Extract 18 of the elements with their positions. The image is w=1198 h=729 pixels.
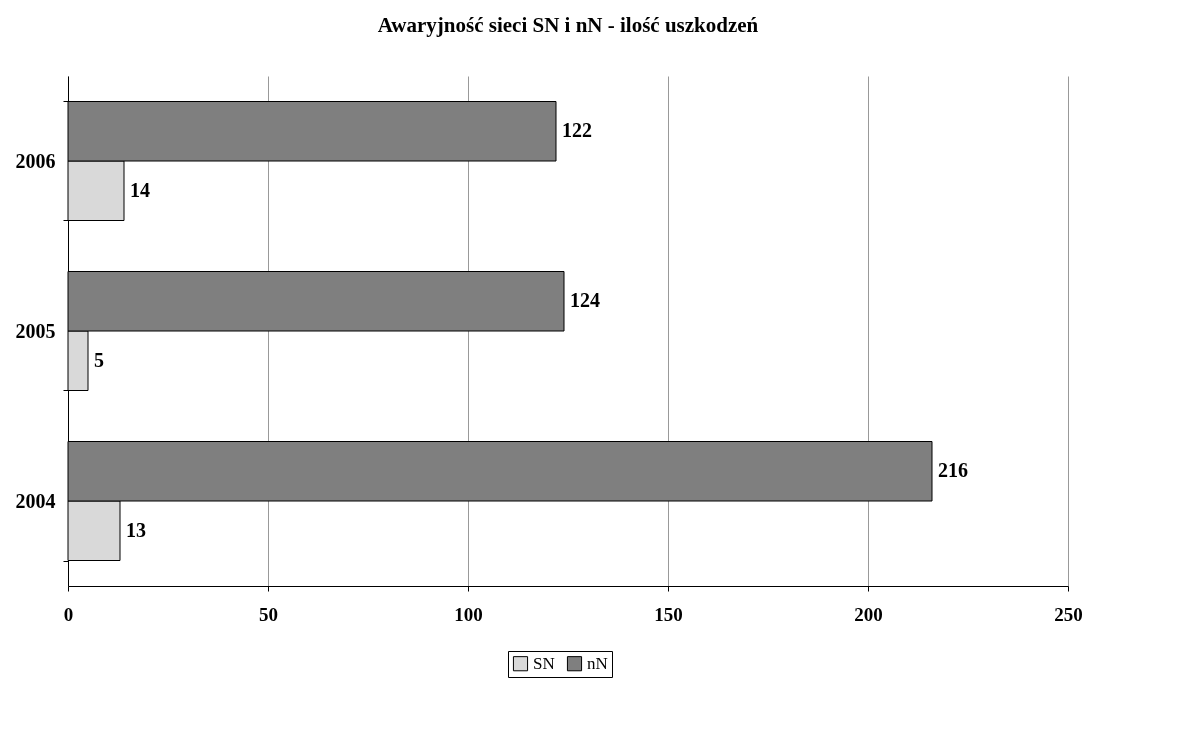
x-tick-label: 0 xyxy=(63,603,74,625)
legend-label: nN xyxy=(587,653,608,673)
chart-title: Awaryjność sieci SN i nN - ilość uszkodzeń xyxy=(377,13,759,37)
x-tick-label: 200 xyxy=(854,603,883,625)
x-tick-label: 150 xyxy=(654,603,683,625)
data-label: 14 xyxy=(130,178,150,201)
data-label: 13 xyxy=(126,518,146,541)
x-tick-label: 50 xyxy=(259,603,278,625)
y-tick-label: 2004 xyxy=(15,489,56,512)
data-label: 5 xyxy=(94,348,104,371)
data-label: 216 xyxy=(938,459,968,482)
y-tick-label: 2006 xyxy=(15,149,56,172)
x-tick-label: 100 xyxy=(454,603,483,625)
x-tick-label: 250 xyxy=(1054,603,1083,625)
legend-label: SN xyxy=(533,653,555,673)
y-tick-label: 2005 xyxy=(15,319,56,342)
data-label: 124 xyxy=(570,289,600,312)
data-label: 122 xyxy=(562,119,592,142)
